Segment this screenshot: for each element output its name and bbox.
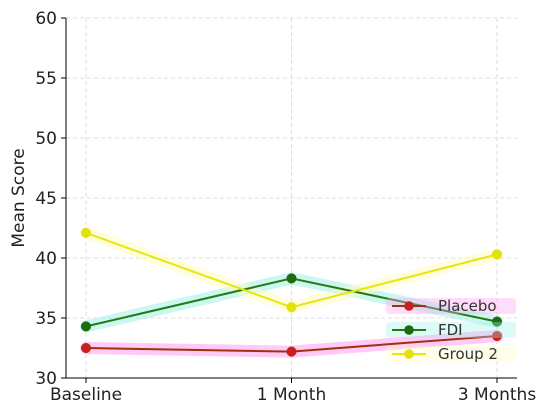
legend-label: Group 2 — [438, 345, 498, 363]
y-tick-label: 60 — [35, 9, 57, 29]
x-tick-label: 1 Month — [257, 385, 327, 405]
legend-glow — [386, 346, 516, 362]
x-tick-label: 3 Months — [458, 385, 537, 405]
y-axis-label: Mean Score — [9, 148, 29, 247]
legend-label: Placebo — [438, 297, 497, 315]
axes — [61, 17, 517, 383]
data-point — [491, 249, 503, 260]
data-point — [491, 330, 503, 342]
y-tick-label: 55 — [35, 69, 57, 89]
data-point — [286, 273, 297, 284]
legend-marker — [404, 301, 414, 311]
legend-marker — [404, 325, 414, 335]
data-point — [80, 342, 92, 354]
data-point — [286, 302, 297, 313]
legend-label: FDI — [438, 321, 463, 339]
data-point — [80, 321, 92, 332]
legend-marker — [404, 349, 414, 359]
series-layer — [80, 227, 503, 357]
legend: Placebo FDI Group 2 — [386, 297, 516, 363]
legend-glow — [386, 298, 516, 314]
data-point — [286, 346, 297, 357]
data-point — [491, 316, 503, 327]
y-tick-label: 45 — [35, 189, 57, 209]
y-tick-label: 30 — [35, 369, 57, 389]
tick-labels: 30 35 40 45 50 55 60 Baseline 1 Month 3 Months — [35, 9, 536, 405]
legend-glow — [386, 322, 516, 338]
y-tick-label: 35 — [35, 309, 57, 329]
y-tick-label: 50 — [35, 129, 57, 149]
y-tick-label: 40 — [35, 249, 57, 269]
data-point — [80, 227, 92, 238]
x-tick-label: Baseline — [50, 385, 122, 405]
